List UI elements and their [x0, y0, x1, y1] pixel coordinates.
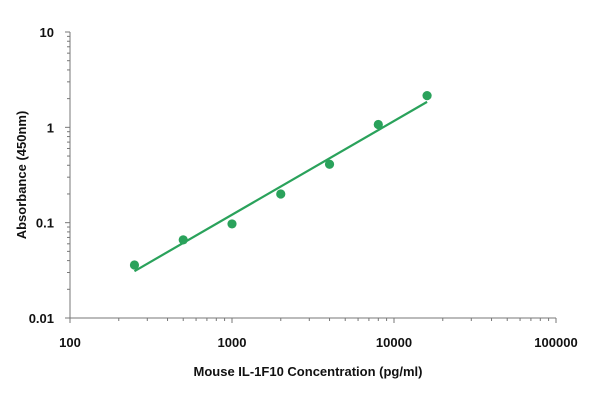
data-point	[276, 189, 286, 199]
axes	[69, 32, 556, 319]
x-tick-label: 10000	[376, 335, 412, 350]
x-tick-labels: 100 1000 10000 100000	[59, 335, 578, 350]
y-tick-label: 0.1	[36, 216, 54, 231]
data-point	[129, 260, 140, 270]
y-axis-title: Absorbance (450nm)	[14, 111, 29, 240]
data-point	[373, 119, 383, 130]
y-tick-label: 0.01	[29, 311, 54, 326]
y-tick-label: 1	[47, 120, 54, 135]
fit-line-group	[133, 100, 428, 273]
data-point	[324, 159, 335, 169]
y-tick-labels: 0.01 0.1 1 10	[29, 25, 54, 326]
data-points	[129, 91, 432, 270]
y-tick-label: 10	[40, 25, 54, 40]
x-ticks	[69, 318, 557, 323]
data-point	[422, 91, 432, 101]
x-axis-title: Mouse IL-1F10 Concentration (pg/ml)	[194, 364, 423, 379]
data-point	[227, 219, 237, 229]
y-ticks	[65, 31, 70, 319]
fit-line	[133, 100, 428, 273]
data-point	[178, 235, 188, 245]
x-tick-label: 100000	[534, 335, 577, 350]
x-tick-label: 1000	[218, 335, 247, 350]
x-tick-label: 100	[59, 335, 81, 350]
